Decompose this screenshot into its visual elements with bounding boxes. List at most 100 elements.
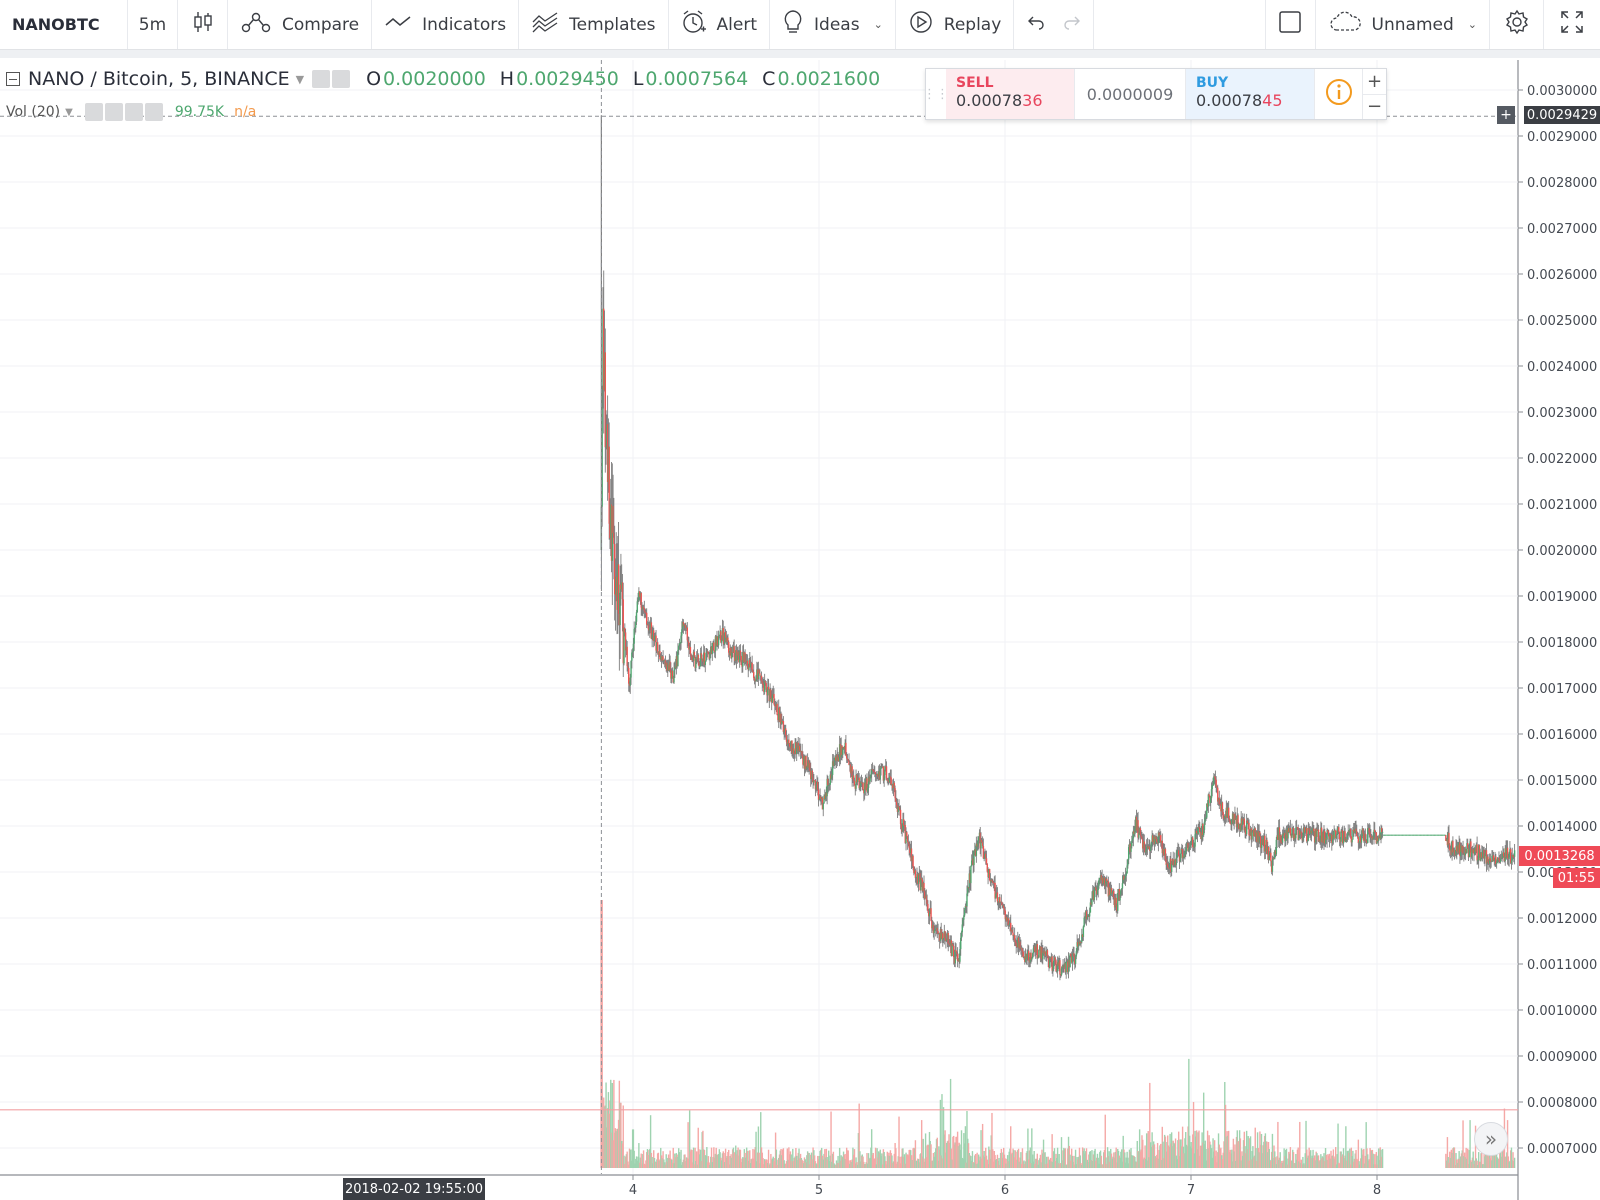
candle-body — [1449, 849, 1452, 851]
ideas-button[interactable]: Ideas ⌄ — [770, 0, 896, 49]
minus-button[interactable]: − — [1366, 96, 1383, 118]
close-icon[interactable] — [144, 103, 163, 121]
candle-body — [949, 940, 952, 946]
undo-icon[interactable] — [1027, 14, 1045, 35]
drag-handle-icon[interactable]: ⋮⋮ — [923, 86, 949, 102]
volume-bar — [1333, 1158, 1335, 1168]
price-chart[interactable]: 0.00300000.00290000.00280000.00270000.00… — [0, 58, 1600, 1200]
alert-button[interactable]: Alert — [669, 0, 771, 49]
caret-down-icon[interactable]: ▼ — [65, 106, 73, 118]
volume-bar — [943, 1134, 946, 1168]
indicators-button[interactable]: Indicators — [372, 0, 520, 49]
add-price-level-button[interactable]: + — [1497, 106, 1515, 124]
info-button[interactable] — [1314, 69, 1362, 119]
volume-bar — [804, 1159, 806, 1168]
volume-bar — [1156, 1142, 1159, 1168]
candle-body — [1360, 836, 1363, 843]
replay-button[interactable]: Replay — [896, 0, 1015, 49]
candle-body — [727, 637, 729, 642]
candle-body — [833, 761, 835, 766]
collapse-legend-icon[interactable] — [6, 72, 20, 86]
candle-body — [892, 784, 894, 789]
volume-bar — [701, 1132, 703, 1168]
interval-button[interactable]: 5m — [128, 0, 178, 49]
fullscreen-button[interactable] — [1544, 0, 1600, 49]
volume-bar — [940, 1155, 942, 1168]
candle-body — [799, 750, 802, 752]
volume-bar — [1045, 1164, 1047, 1168]
eye-icon[interactable] — [84, 103, 103, 121]
candle-body — [1234, 813, 1236, 820]
quantity-stepper: + − — [1362, 69, 1386, 119]
candle-body — [885, 766, 887, 767]
candle-body — [976, 843, 978, 847]
gear-icon[interactable] — [104, 103, 123, 121]
chart-style-button[interactable] — [178, 0, 228, 49]
volume-bar — [1317, 1155, 1319, 1168]
plus-icon[interactable] — [124, 103, 143, 121]
candle-body — [1259, 832, 1261, 837]
volume-bar — [673, 1163, 675, 1168]
templates-button[interactable]: Templates — [519, 0, 669, 49]
candle-body — [870, 774, 872, 778]
candle-body — [794, 742, 796, 754]
volume-bar — [977, 1154, 980, 1168]
volume-bar — [1272, 1157, 1274, 1168]
buy-button[interactable]: BUY 0.0007845 — [1186, 69, 1314, 119]
series-title[interactable]: NANO / Bitcoin, 5, BINANCE — [28, 68, 290, 90]
plus-button[interactable]: + — [1363, 69, 1386, 95]
candle-body — [678, 643, 681, 647]
price-axis[interactable]: 0.00300000.00290000.00280000.00270000.00… — [1518, 84, 1597, 1157]
eye-icon[interactable] — [312, 70, 331, 88]
volume-bar — [606, 1108, 609, 1168]
layout-select-button[interactable] — [1266, 0, 1316, 49]
volume-bar — [854, 1163, 856, 1168]
candle-body — [1035, 944, 1038, 953]
candle-body — [1227, 807, 1230, 819]
volume-bar — [906, 1154, 909, 1168]
volume-bar — [1145, 1158, 1147, 1168]
volume-bar — [1270, 1161, 1272, 1168]
price-tick-label: 0.0007000 — [1527, 1142, 1597, 1157]
compare-button[interactable]: Compare — [228, 0, 373, 49]
candle-body — [1055, 960, 1057, 972]
volume-bar — [783, 1160, 785, 1168]
volume-bar — [693, 1164, 696, 1168]
redo-icon[interactable] — [1063, 14, 1081, 35]
volume-bar — [1231, 1149, 1233, 1168]
volume-bar — [697, 1127, 699, 1168]
caret-down-icon[interactable]: ▼ — [295, 72, 305, 86]
candle-body — [1052, 968, 1054, 971]
candle-body — [932, 925, 935, 934]
candle-body — [1473, 849, 1475, 855]
candle-body — [1508, 852, 1510, 859]
symbol-search-button[interactable]: NANOBTC — [0, 0, 128, 49]
candle-body — [1149, 846, 1151, 851]
volume-bar — [913, 1148, 916, 1168]
volume-title[interactable]: Vol (20) — [6, 104, 61, 120]
sell-button[interactable]: SELL 0.0007836 — [946, 69, 1074, 119]
candle-body — [1297, 827, 1299, 840]
volume-bar — [634, 1163, 636, 1168]
settings-button[interactable] — [1490, 0, 1544, 49]
volume-bar — [1203, 1144, 1206, 1168]
volume-bar — [936, 1137, 938, 1168]
candle-body — [973, 851, 975, 866]
candle-body — [1133, 830, 1135, 835]
volume-bar — [1216, 1162, 1218, 1168]
scroll-to-realtime-button[interactable]: » — [1474, 1122, 1508, 1156]
candle-body — [878, 771, 881, 780]
candle-body — [1284, 832, 1286, 842]
candle-body — [884, 766, 886, 776]
candle-body — [906, 836, 909, 842]
candle-body — [701, 658, 703, 660]
save-layout-button[interactable]: Unnamed ⌄ — [1316, 0, 1490, 49]
gear-icon[interactable] — [332, 70, 351, 88]
volume-bar — [1004, 1158, 1006, 1168]
volume-bar — [830, 1111, 832, 1168]
volume-bar — [657, 1152, 660, 1168]
candle-body — [983, 858, 985, 859]
volume-bar — [1206, 1160, 1208, 1168]
volume-bar — [1506, 1152, 1508, 1168]
